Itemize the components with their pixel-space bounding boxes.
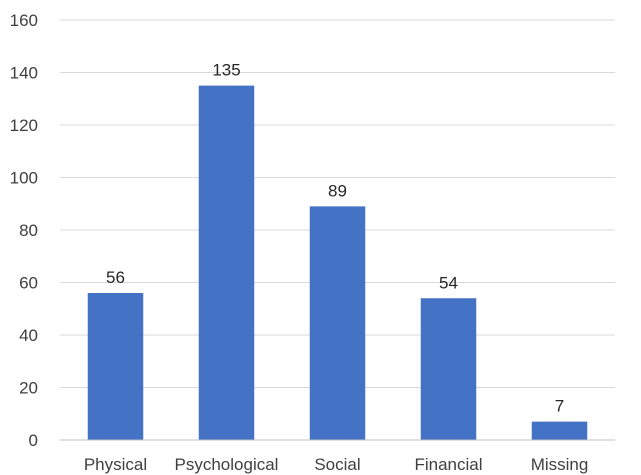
y-tick-label: 60 [19,274,38,293]
category-label-missing: Missing [531,455,589,474]
data-label-physical: 56 [106,268,125,287]
data-label-missing: 7 [555,397,564,416]
bar-missing [531,421,588,440]
x-axis-categories: Physical Psychological Social Financial Miss… [84,455,588,474]
y-tick-label: 120 [10,116,38,135]
y-tick-label: 0 [29,431,38,450]
y-tick-label: 80 [19,221,38,240]
bar-social [309,206,366,440]
category-label-physical: Physical [84,455,147,474]
y-tick-label: 20 [19,379,38,398]
bar-financial [420,298,477,440]
y-tick-label: 160 [10,11,38,30]
y-axis-ticks: 0 20 40 60 80 100 120 140 160 [10,11,38,450]
data-label-social: 89 [328,181,347,200]
data-label-psychological: 135 [212,61,240,80]
y-tick-label: 100 [10,169,38,188]
y-tick-label: 140 [10,64,38,83]
bars [87,85,588,440]
category-label-financial: Financial [414,455,482,474]
category-label-social: Social [314,455,360,474]
data-labels: 56 135 89 54 7 [106,61,564,416]
category-label-psychological: Psychological [175,455,279,474]
y-tick-label: 40 [19,326,38,345]
data-label-financial: 54 [439,273,458,292]
bar-psychological [198,85,255,440]
bar-physical [87,293,144,440]
